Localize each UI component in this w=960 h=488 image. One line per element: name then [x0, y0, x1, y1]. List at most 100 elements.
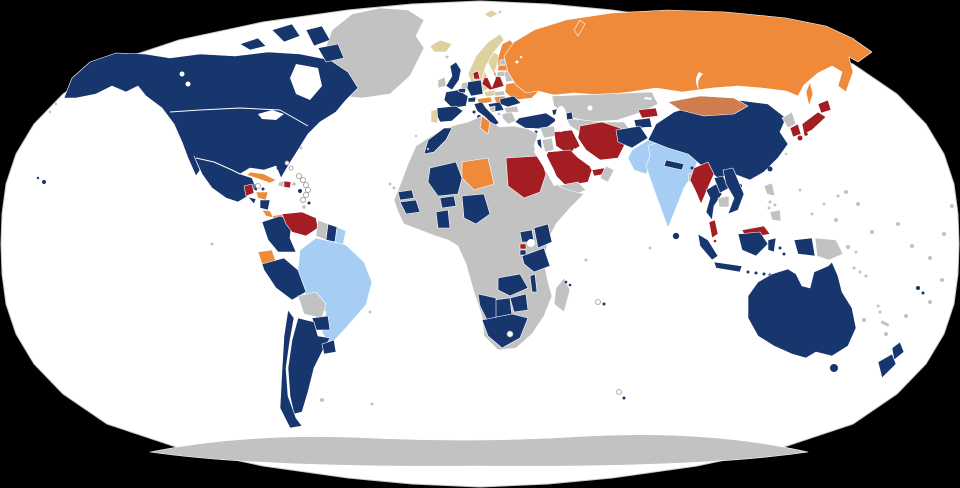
atlantic-island	[360, 296, 364, 300]
country-switzerland	[467, 96, 477, 103]
country-chile	[279, 309, 303, 429]
country-mongolia	[667, 95, 749, 117]
pacific-island	[862, 318, 866, 322]
bougainville-island	[854, 250, 858, 254]
pacific-island	[896, 222, 900, 226]
svalbard-islands	[483, 9, 499, 19]
west-papua	[793, 237, 816, 257]
country-lesotho	[506, 330, 514, 338]
pacific-island	[844, 190, 848, 194]
nz-north-island	[891, 341, 905, 361]
falkland-islands	[320, 398, 324, 402]
country-iceland	[429, 39, 453, 53]
country-venezuela	[281, 211, 319, 237]
country-united-kingdom	[445, 61, 462, 91]
trinidad-island	[302, 205, 306, 209]
country-bosnia	[489, 105, 496, 112]
bahamas-island	[280, 170, 284, 174]
taiwan-island	[767, 166, 773, 172]
pacific-island	[856, 202, 860, 206]
faroe-island	[445, 55, 449, 59]
cape-verde-island	[392, 186, 396, 190]
country-guatemala	[243, 183, 255, 197]
arctic-island	[239, 37, 267, 51]
solomon-island	[864, 274, 868, 278]
country-myanmar	[689, 161, 715, 205]
south-indian-circle	[616, 389, 622, 395]
antilles-circle	[295, 172, 302, 179]
antilles-circle	[299, 196, 306, 203]
country-ghana	[435, 209, 451, 229]
country-tajikistan	[633, 117, 653, 129]
micronesia-island	[810, 212, 814, 216]
great-lakes	[258, 110, 284, 120]
country-oman	[599, 165, 615, 183]
country-cambodia	[717, 195, 730, 208]
hudson-bay	[290, 64, 322, 100]
country-nigeria	[461, 193, 491, 225]
country-germany	[466, 79, 484, 97]
country-bolivia	[297, 291, 327, 319]
country-france	[443, 89, 469, 109]
solomon-island	[852, 266, 856, 270]
country-kyrgyzstan	[637, 107, 659, 119]
country-south-africa	[481, 313, 529, 349]
country-antarctica	[149, 434, 809, 467]
bermuda-island	[299, 146, 303, 150]
vanuatu-island	[876, 304, 880, 308]
nz-south-island	[877, 353, 897, 379]
sakhalin-island	[805, 81, 814, 107]
country-madagascar	[553, 277, 571, 313]
pacific-island	[950, 204, 954, 208]
svalbard-island	[498, 10, 502, 14]
country-russia	[503, 9, 873, 97]
persian-gulf	[572, 148, 598, 168]
bahamas-island	[276, 166, 280, 170]
country-north-korea	[781, 111, 797, 129]
tasmania-island	[830, 364, 838, 372]
country-bulgaria	[503, 105, 520, 114]
maldives-island	[648, 246, 652, 250]
country-sri-lanka	[672, 232, 680, 240]
south-indian-island	[622, 396, 626, 400]
red-sea	[534, 142, 560, 186]
country-nepal	[663, 159, 685, 171]
micronesia-island	[822, 202, 826, 206]
country-argentina	[287, 317, 331, 415]
aleutian-island	[48, 110, 52, 114]
canary-island	[426, 147, 430, 151]
country-greece	[501, 111, 517, 125]
country-mali	[427, 161, 463, 197]
aral-sea	[587, 105, 593, 111]
lesser-sunda-island	[746, 270, 750, 274]
lesser-sunda-island	[762, 272, 766, 276]
country-tunisia	[479, 115, 491, 135]
sumatra-island	[697, 233, 719, 261]
java-island	[713, 261, 743, 273]
aleutian-island	[54, 102, 58, 106]
pacific-island	[942, 232, 946, 236]
us-canada-border	[169, 107, 309, 127]
lake-ladoga	[515, 60, 519, 64]
hawaii-island	[42, 180, 46, 184]
baltic-sea	[484, 62, 496, 88]
malaysia-peninsula	[708, 219, 719, 239]
antilles-navy-island	[298, 189, 302, 193]
country-singapore	[713, 239, 717, 243]
pacific-island	[834, 218, 838, 222]
baffin-island	[317, 43, 345, 63]
lake-victoria	[527, 239, 535, 247]
comoros-island	[564, 280, 568, 284]
south-georgia-island	[370, 402, 374, 406]
country-el-salvador	[247, 196, 257, 205]
cayman-dot	[261, 187, 265, 191]
pacific-island	[870, 230, 874, 234]
puerto-rico-island	[292, 182, 296, 186]
luzon-island	[763, 182, 776, 197]
novaya-zemlya	[573, 19, 586, 37]
lake-baikal	[696, 72, 703, 90]
antilles-circle	[299, 176, 306, 183]
pacific-island	[884, 332, 888, 336]
